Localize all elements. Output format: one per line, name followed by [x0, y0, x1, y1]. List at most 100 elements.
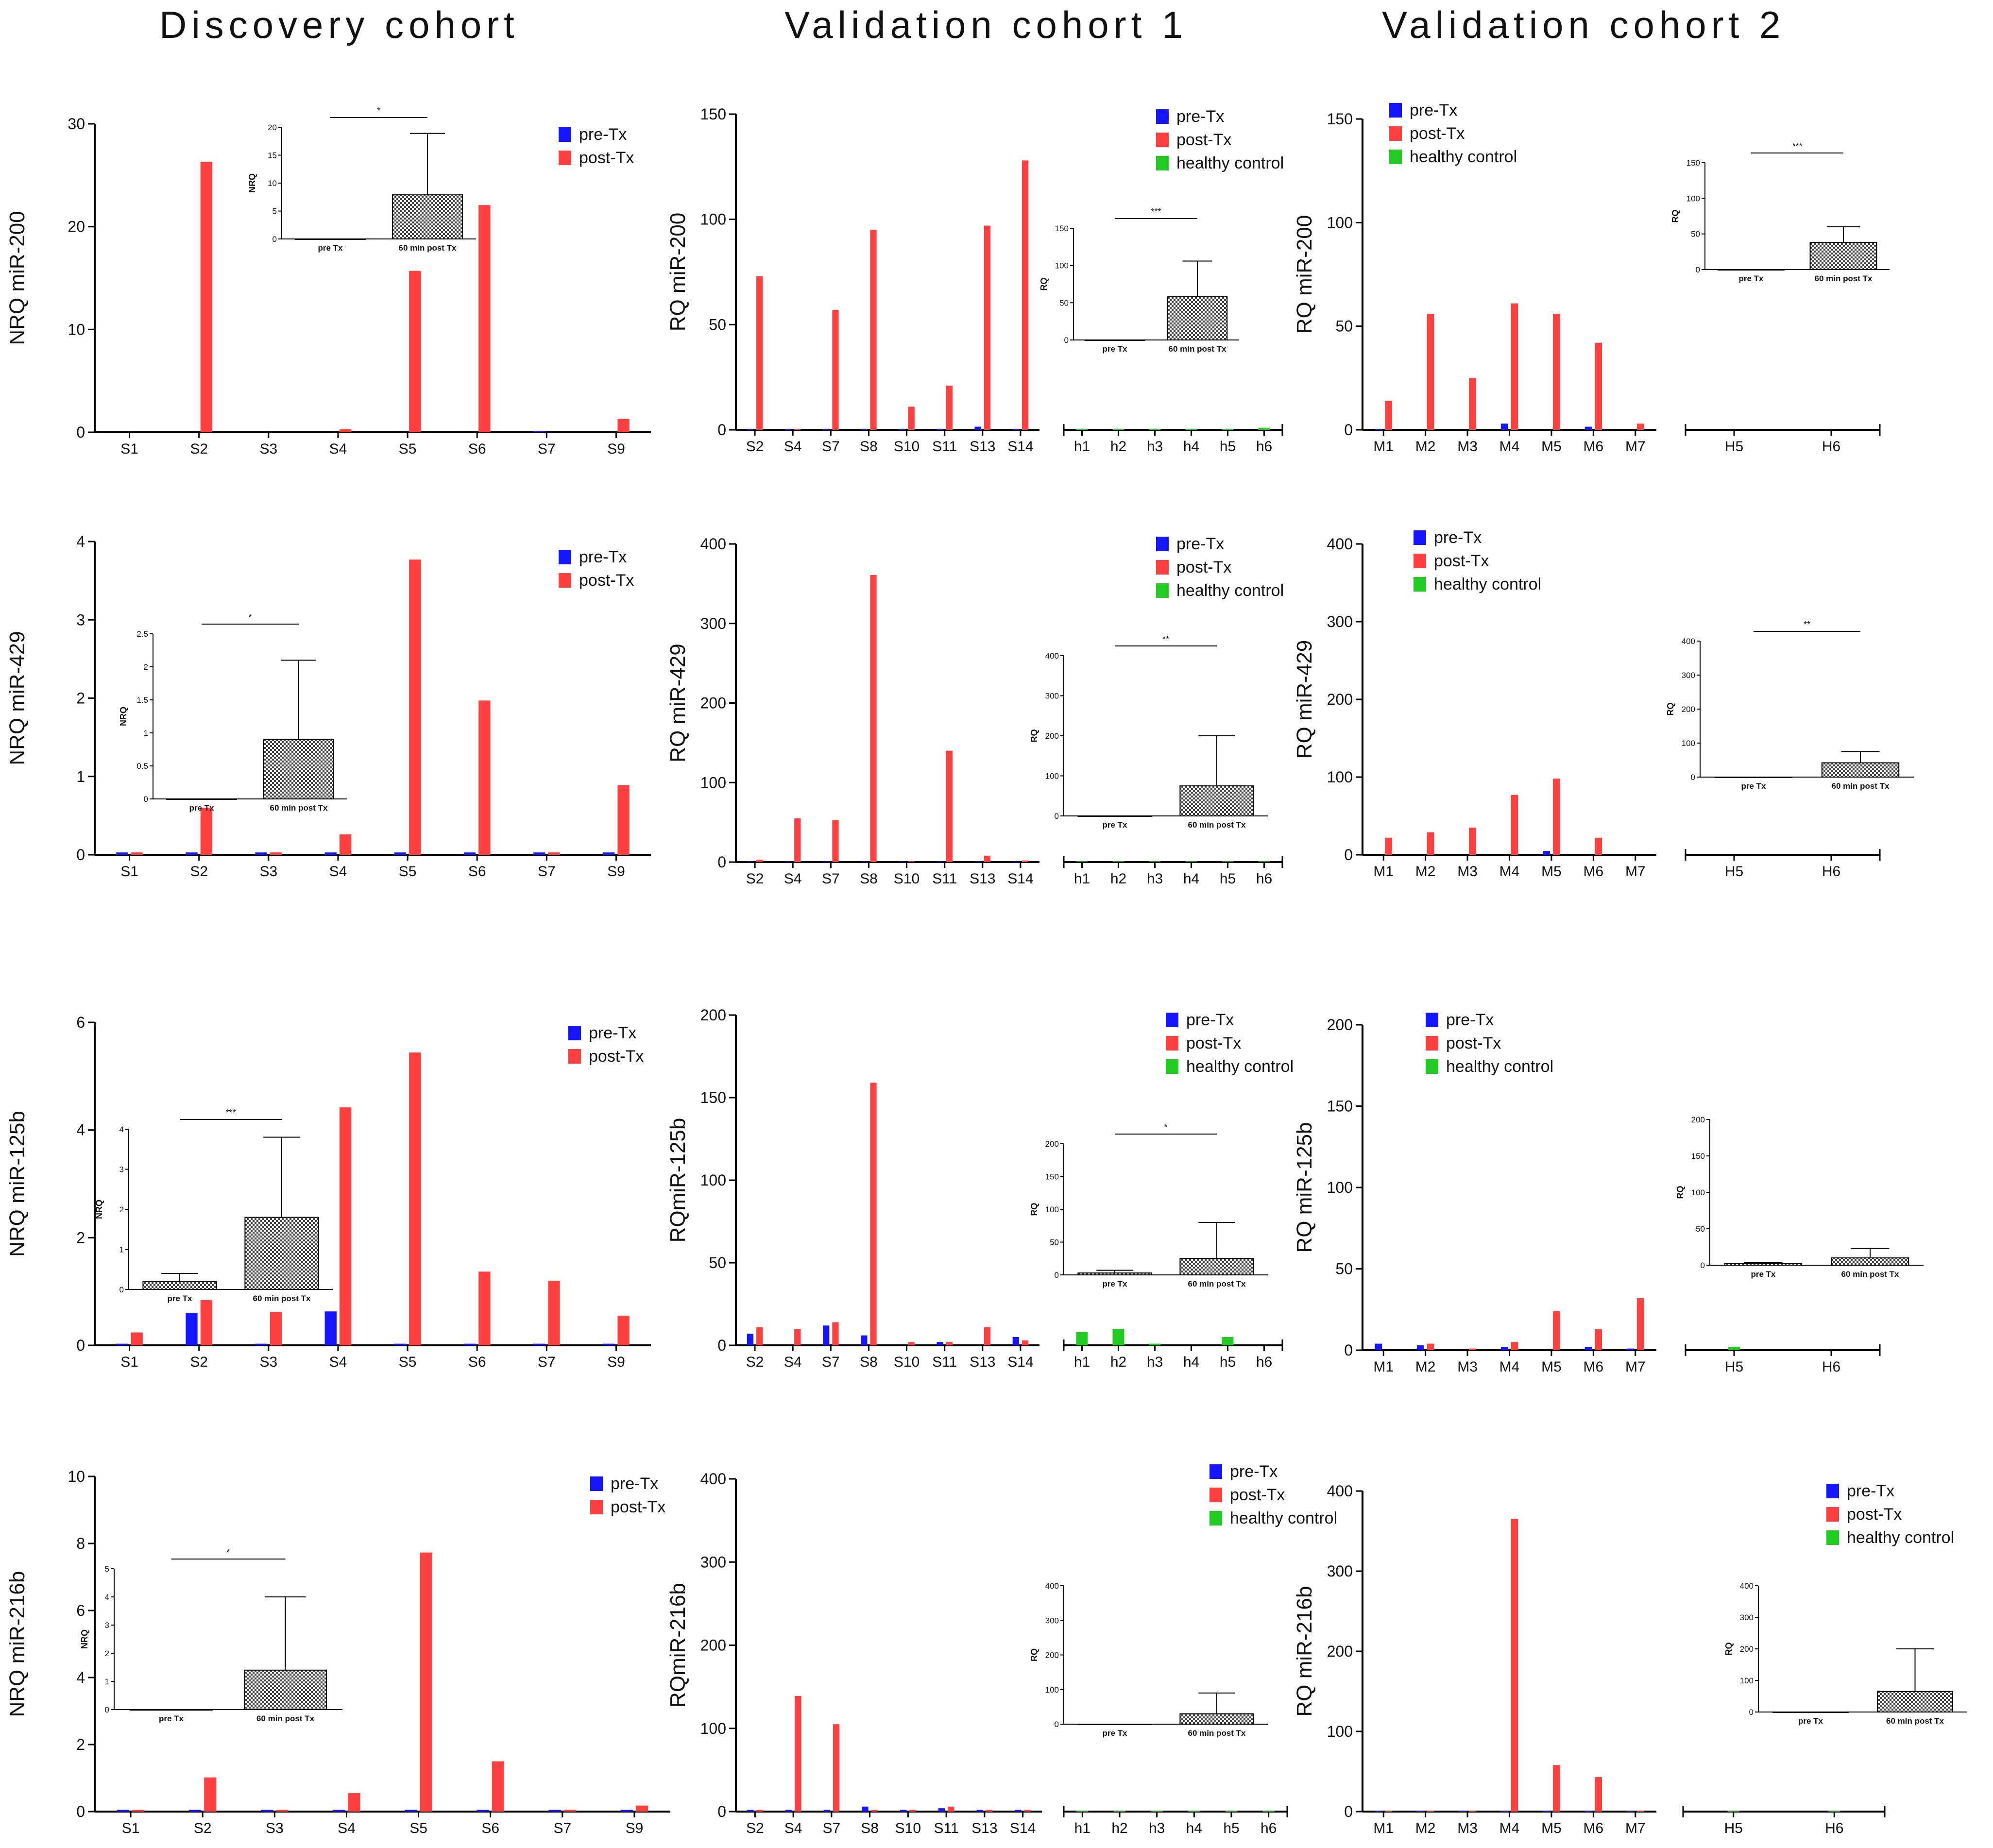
chart-v1_216: 0 100 200 300 400 RQmiR-216b S2 S4 S7 S8 S10 S11 S13… [666, 1462, 1337, 1836]
inset-x-tick-label: pre Tx [318, 243, 343, 253]
inset-y-axis-label: NRQ [80, 1629, 89, 1649]
bar-post-tx [1511, 1519, 1518, 1812]
y-tick-label: 10 [68, 1468, 85, 1485]
x-tick-label: S5 [409, 1820, 427, 1836]
x-tick-label: h6 [1261, 1820, 1277, 1836]
x-tick-label: S14 [1007, 439, 1033, 455]
bar-post-tx [1385, 401, 1392, 430]
inset-x-tick-label: pre Tx [1741, 781, 1766, 791]
bar-pre-tx [747, 1334, 754, 1345]
inset-bar [1821, 762, 1900, 778]
bar-pre-tx [938, 1808, 945, 1812]
bar-pre-tx [1627, 1348, 1634, 1350]
x-tick-label: h5 [1220, 1354, 1236, 1370]
inset-y-tick-label: 2 [144, 662, 148, 672]
inset-y-tick-label: 5 [273, 207, 277, 216]
bar-pre-tx [862, 1806, 869, 1812]
x-tick-label: h1 [1074, 1820, 1090, 1836]
inset-y-tick-label: 100 [1045, 772, 1059, 781]
x-tick-label: S6 [468, 864, 486, 880]
legend-label: pre-Tx [1176, 107, 1224, 126]
inset-significance-label: * [1164, 1122, 1167, 1132]
inset-x-tick-label: pre Tx [189, 803, 214, 813]
x-tick-label: S8 [860, 439, 878, 455]
inset-y-tick-label: 0 [1749, 1708, 1754, 1717]
bar-post-tx [1427, 1811, 1434, 1812]
x-tick-label: M3 [1457, 1359, 1478, 1375]
bar-post-tx [1469, 828, 1476, 855]
legend-label: post-Tx [611, 1498, 665, 1516]
bar-post-tx [276, 1810, 289, 1812]
x-tick-label: S4 [784, 871, 802, 887]
bar-post-tx [1427, 832, 1434, 855]
legend-label: post-Tx [1230, 1486, 1285, 1504]
x-tick-label: S7 [822, 1354, 840, 1370]
inset-x-tick-label: 60 min post Tx [270, 803, 328, 813]
bar-post-tx [492, 1761, 504, 1812]
bar-pre-tx [186, 1313, 198, 1345]
bar-post-tx [478, 205, 491, 432]
x-tick-label: S14 [1007, 871, 1033, 887]
y-tick-label: 100 [700, 211, 726, 228]
x-tick-label: h3 [1147, 1354, 1163, 1370]
legend-label: healthy control [1230, 1509, 1337, 1527]
inset-significance-label: * [226, 1547, 230, 1557]
inset-y-tick-label: 300 [1045, 692, 1059, 701]
inset-y-tick-label: 0 [119, 1285, 124, 1294]
inset-y-tick-label: 300 [1740, 1613, 1754, 1622]
bar-pre-tx [324, 852, 337, 855]
y-tick-label: 4 [76, 1669, 85, 1686]
bar-pre-tx [785, 1810, 792, 1812]
chart-v2_429: 0 100 200 300 400 RQ miR-429 M1 M2 M3 M4 M5 M6 M7 H5 H… [1293, 528, 1914, 880]
inset-y-tick-label: 150 [1055, 224, 1069, 233]
legend-swatch [1209, 1511, 1222, 1526]
bar-post-tx [984, 855, 991, 862]
x-tick-label: M6 [1584, 1359, 1604, 1375]
x-tick-label: M1 [1373, 1359, 1394, 1375]
legend-swatch [568, 1049, 581, 1064]
x-tick-label: M4 [1499, 439, 1520, 455]
bar-healthy-control [1112, 428, 1124, 430]
x-tick-label: S9 [607, 441, 625, 457]
inset-bar [263, 739, 334, 800]
bar-pre-tx [1584, 1347, 1592, 1350]
bar-post-tx [1511, 303, 1518, 430]
inset-y-tick-label: 100 [1740, 1676, 1754, 1685]
x-tick-label: M2 [1415, 1359, 1436, 1375]
inset-bar [1167, 296, 1228, 341]
y-tick-label: 4 [76, 1121, 85, 1139]
x-tick-label: S5 [399, 864, 417, 880]
x-tick-label: S11 [932, 871, 957, 887]
y-tick-label: 100 [1327, 1723, 1353, 1740]
bar-healthy-control [1226, 1811, 1237, 1812]
inset-x-tick-label: pre Tx [1102, 820, 1127, 830]
x-tick-label: h3 [1147, 871, 1163, 887]
x-tick-label: M7 [1625, 864, 1646, 880]
x-tick-label: S10 [894, 1354, 920, 1370]
legend-label: post-Tx [1434, 552, 1489, 570]
x-tick-label: S14 [1010, 1820, 1036, 1836]
legend-swatch [1414, 577, 1426, 592]
bar-post-tx [1636, 1811, 1644, 1812]
legend-swatch [559, 550, 571, 564]
inset-bar [1179, 1258, 1254, 1275]
inset-y-tick-label: 100 [1686, 194, 1700, 203]
bar-pre-tx [900, 1810, 907, 1812]
chart-v2_125: 0 50 100 150 200 RQ miR-125b M1 M2 M3 M4 M5 M6 M7 H5 H… [1293, 1011, 1924, 1375]
inset-bar [142, 1281, 217, 1290]
bar-pre-tx [974, 426, 981, 430]
x-tick-label: S8 [861, 1820, 879, 1836]
x-tick-label: h6 [1256, 1354, 1272, 1370]
y-tick-label: 300 [1327, 613, 1353, 630]
bar-post-tx [131, 852, 143, 855]
legend-swatch [1166, 1036, 1178, 1051]
x-tick-label: S2 [746, 439, 764, 455]
inset-x-tick-label: pre Tx [1738, 274, 1764, 283]
x-tick-label: M2 [1415, 439, 1436, 455]
bar-pre-tx [784, 861, 792, 862]
y-tick-label: 10 [68, 321, 85, 338]
inset-y-axis-label: NRQ [119, 707, 128, 726]
inset-bar [1179, 1713, 1254, 1725]
bar-post-tx [870, 575, 877, 862]
bar-pre-tx [1416, 1811, 1424, 1812]
